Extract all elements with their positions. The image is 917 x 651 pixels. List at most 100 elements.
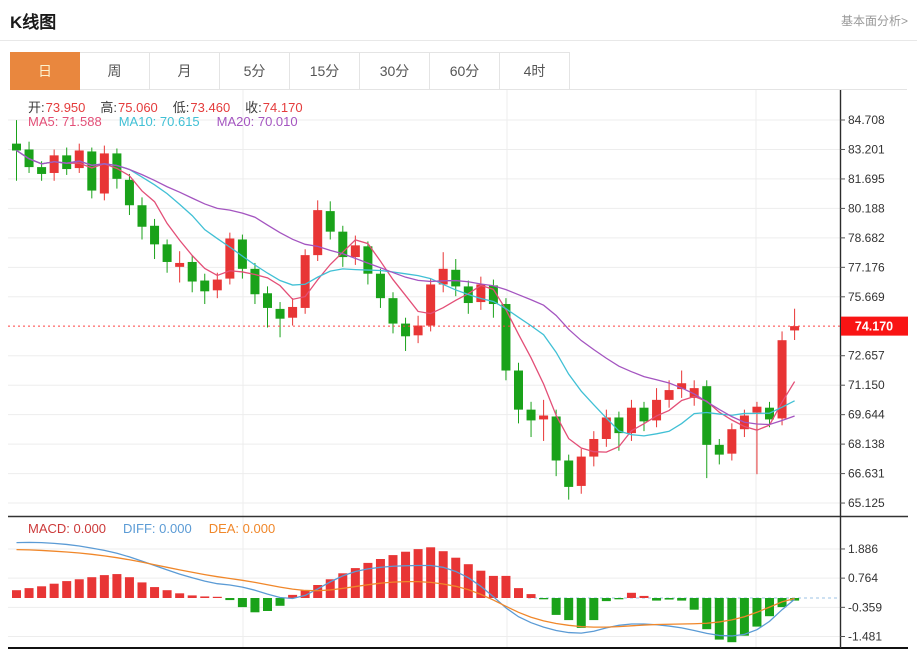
macd-bar	[539, 598, 549, 600]
macd-axis-label: 0.764	[848, 571, 878, 585]
macd-bar	[576, 598, 586, 628]
price-axis-label: 75.669	[848, 290, 885, 304]
macd-bar	[187, 595, 197, 598]
macd-bar	[49, 583, 59, 598]
candle	[526, 409, 536, 421]
macd-bar	[438, 551, 448, 598]
price-axis-label: 69.644	[848, 408, 885, 422]
candle	[652, 399, 662, 421]
macd-bar	[87, 577, 97, 598]
tab-4hour[interactable]: 4时	[500, 52, 570, 90]
candle	[576, 456, 586, 486]
macd-bar	[664, 598, 674, 600]
tab-30min[interactable]: 30分	[360, 52, 430, 90]
macd-bar	[689, 598, 699, 610]
candle	[162, 244, 172, 262]
macd-bar	[62, 581, 72, 598]
macd-bar	[451, 557, 461, 598]
candle	[401, 323, 411, 337]
candle	[225, 238, 235, 279]
macd-bar	[99, 575, 109, 598]
low-quote: 低:73.460	[172, 100, 231, 115]
macd-bar	[375, 559, 385, 598]
macd-bar	[702, 598, 712, 630]
candle	[626, 407, 636, 434]
macd-bar	[614, 598, 624, 600]
ma20-line	[16, 149, 795, 426]
candle	[426, 284, 436, 326]
price-badge-label: 74.170	[855, 320, 893, 334]
macd-bar	[200, 596, 210, 598]
candle	[790, 326, 800, 331]
candle	[539, 415, 549, 420]
price-axis-label: 66.631	[848, 467, 885, 481]
dea-line	[16, 548, 795, 628]
macd-bar	[514, 588, 523, 598]
macd-bar	[212, 596, 222, 598]
candle	[438, 268, 448, 285]
ma10-value: MA10: 70.615	[118, 114, 200, 129]
candle	[74, 150, 84, 169]
candle	[313, 210, 323, 256]
macd-bar	[476, 570, 486, 598]
macd-axis-label: -0.359	[848, 600, 882, 614]
candle	[727, 429, 737, 454]
candle	[752, 406, 762, 413]
macd-bar	[275, 598, 285, 606]
diff-value: DIFF: 0.000	[123, 521, 192, 536]
macd-bar	[463, 564, 473, 598]
candle	[338, 231, 348, 258]
candle	[175, 262, 185, 267]
price-axis-label: 83.201	[848, 142, 885, 156]
candle	[551, 416, 561, 461]
candle	[99, 153, 109, 194]
candle	[350, 245, 360, 258]
macd-bar	[401, 551, 411, 598]
ma20-value: MA20: 70.010	[216, 114, 298, 129]
candle	[501, 304, 511, 371]
macd-bar	[639, 595, 649, 598]
tab-week[interactable]: 周	[80, 52, 150, 90]
price-axis-label: 68.138	[848, 437, 885, 451]
candle	[363, 246, 373, 274]
macd-bar	[350, 568, 360, 598]
macd-bar	[137, 582, 147, 598]
candle	[275, 308, 285, 319]
candle	[49, 155, 59, 173]
tab-month[interactable]: 月	[150, 52, 220, 90]
ma5-line	[16, 149, 796, 453]
candle	[62, 155, 72, 170]
macd-value: MACD: 0.000	[28, 521, 107, 536]
candle	[488, 285, 498, 305]
macd-bar	[626, 592, 636, 598]
candle	[212, 279, 222, 291]
macd-axis-label: -1.481	[848, 630, 882, 644]
macd-bar	[388, 555, 398, 598]
candle	[639, 407, 649, 422]
macd-bar	[652, 598, 662, 601]
fundamental-analysis-link[interactable]: 基本面分析>	[840, 14, 908, 28]
candle	[237, 239, 247, 269]
macd-bar	[263, 598, 272, 611]
macd-bar	[677, 598, 687, 601]
macd-bar	[551, 598, 561, 615]
tab-5min[interactable]: 5分	[220, 52, 290, 90]
macd-bar	[363, 562, 373, 598]
dea-value: DEA: 0.000	[208, 521, 276, 536]
candle	[714, 444, 724, 455]
macd-bar	[124, 577, 134, 598]
macd-bar	[338, 573, 348, 598]
tab-15min[interactable]: 15分	[290, 52, 360, 90]
macd-bar	[426, 547, 436, 598]
macd-bar	[24, 588, 34, 598]
candle	[375, 273, 385, 299]
candle	[263, 293, 272, 308]
candle	[451, 269, 461, 287]
candle	[614, 417, 624, 434]
macd-bar	[37, 586, 47, 598]
price-axis-label: 71.150	[848, 378, 885, 392]
tab-day[interactable]: 日	[10, 52, 80, 90]
tab-60min[interactable]: 60分	[430, 52, 500, 90]
